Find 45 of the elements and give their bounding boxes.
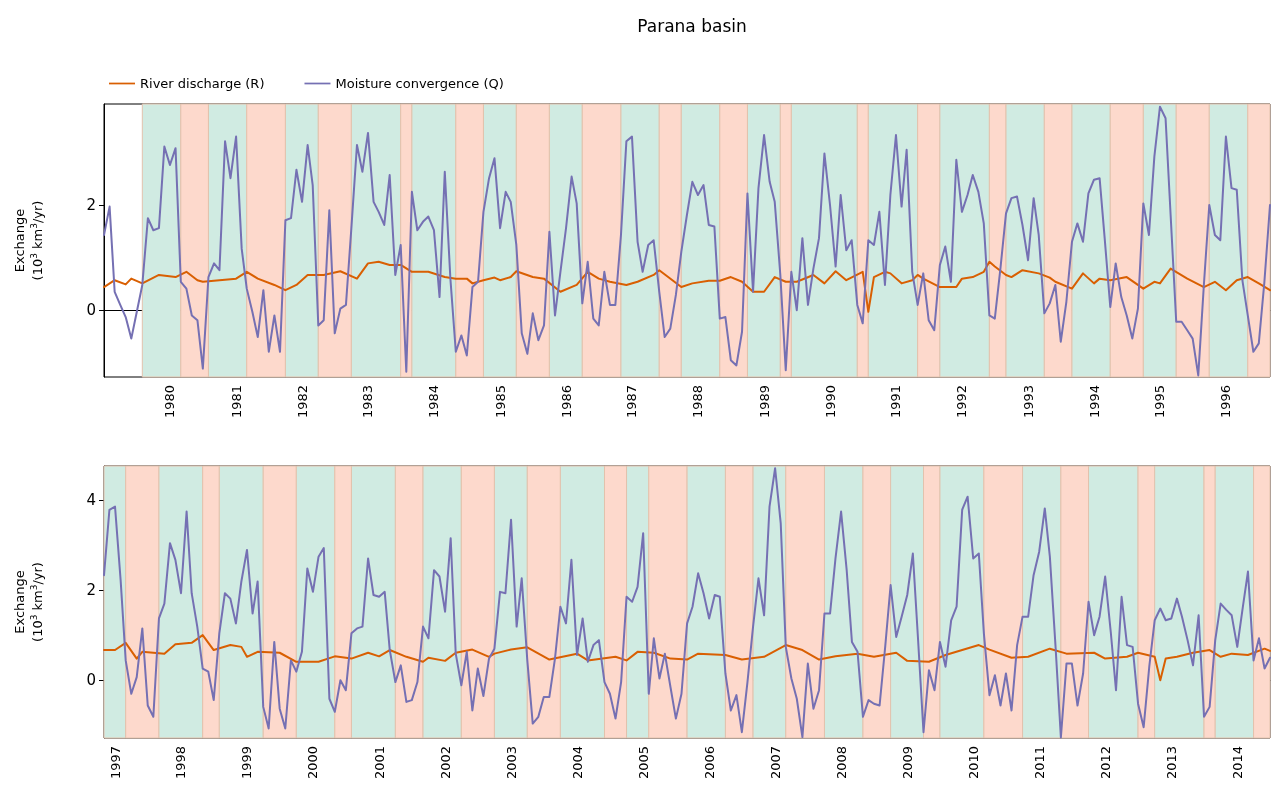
x-tick-label: 1993	[1020, 385, 1036, 419]
x-tick-label: 2000	[305, 746, 321, 780]
x-tick-label: 1990	[822, 385, 838, 419]
x-tick-label: 2002	[437, 746, 453, 780]
x-tick-label: 2009	[899, 746, 915, 780]
y-tick-label: 2	[86, 195, 96, 214]
x-tick-label: 2001	[371, 746, 387, 780]
legend-label: Moisture convergence (Q)	[335, 76, 504, 91]
x-tick-label: 1991	[888, 385, 904, 419]
x-tick-label: 1995	[1152, 385, 1168, 419]
x-tick-label: 1987	[624, 385, 640, 419]
x-tick-label: 1980	[162, 385, 178, 419]
x-tick-label: 2012	[1097, 746, 1113, 780]
x-tick-label: 1999	[239, 746, 255, 780]
x-tick-label: 1998	[173, 746, 189, 780]
x-tick-label: 1985	[492, 385, 508, 419]
x-tick-label: 2007	[767, 746, 783, 780]
y-tick-label: 0	[86, 671, 96, 690]
y-tick-label: 2	[86, 581, 96, 600]
x-tick-label: 1982	[294, 385, 310, 419]
x-tick-label: 1981	[228, 385, 244, 419]
y-tick-label: 0	[86, 301, 96, 320]
x-tick-label: 2011	[1031, 746, 1047, 780]
chart-title: Parana basin	[637, 15, 747, 36]
x-tick-label: 2013	[1163, 746, 1179, 780]
x-tick-label: 1984	[426, 385, 442, 419]
x-tick-label: 2004	[569, 746, 585, 780]
x-tick-label: 2014	[1229, 746, 1245, 780]
x-tick-label: 1986	[558, 385, 574, 419]
x-tick-label: 1988	[690, 385, 706, 419]
x-tick-label: 2006	[701, 746, 717, 780]
line-series	[103, 634, 1271, 682]
x-tick-label: 1997	[107, 746, 123, 780]
x-tick-label: 2005	[635, 746, 651, 780]
x-tick-label: 1983	[360, 385, 376, 419]
x-tick-label: 1994	[1086, 385, 1102, 419]
x-tick-label: 1989	[756, 385, 772, 419]
x-tick-label: 2010	[965, 746, 981, 780]
legend-label: River discharge (R)	[140, 76, 265, 91]
x-tick-label: 1992	[954, 385, 970, 419]
x-tick-label: 2003	[503, 746, 519, 780]
line-series	[103, 467, 1271, 739]
x-tick-label: 2008	[833, 746, 849, 780]
x-tick-label: 1996	[1218, 385, 1234, 419]
y-tick-label: 4	[86, 490, 96, 509]
